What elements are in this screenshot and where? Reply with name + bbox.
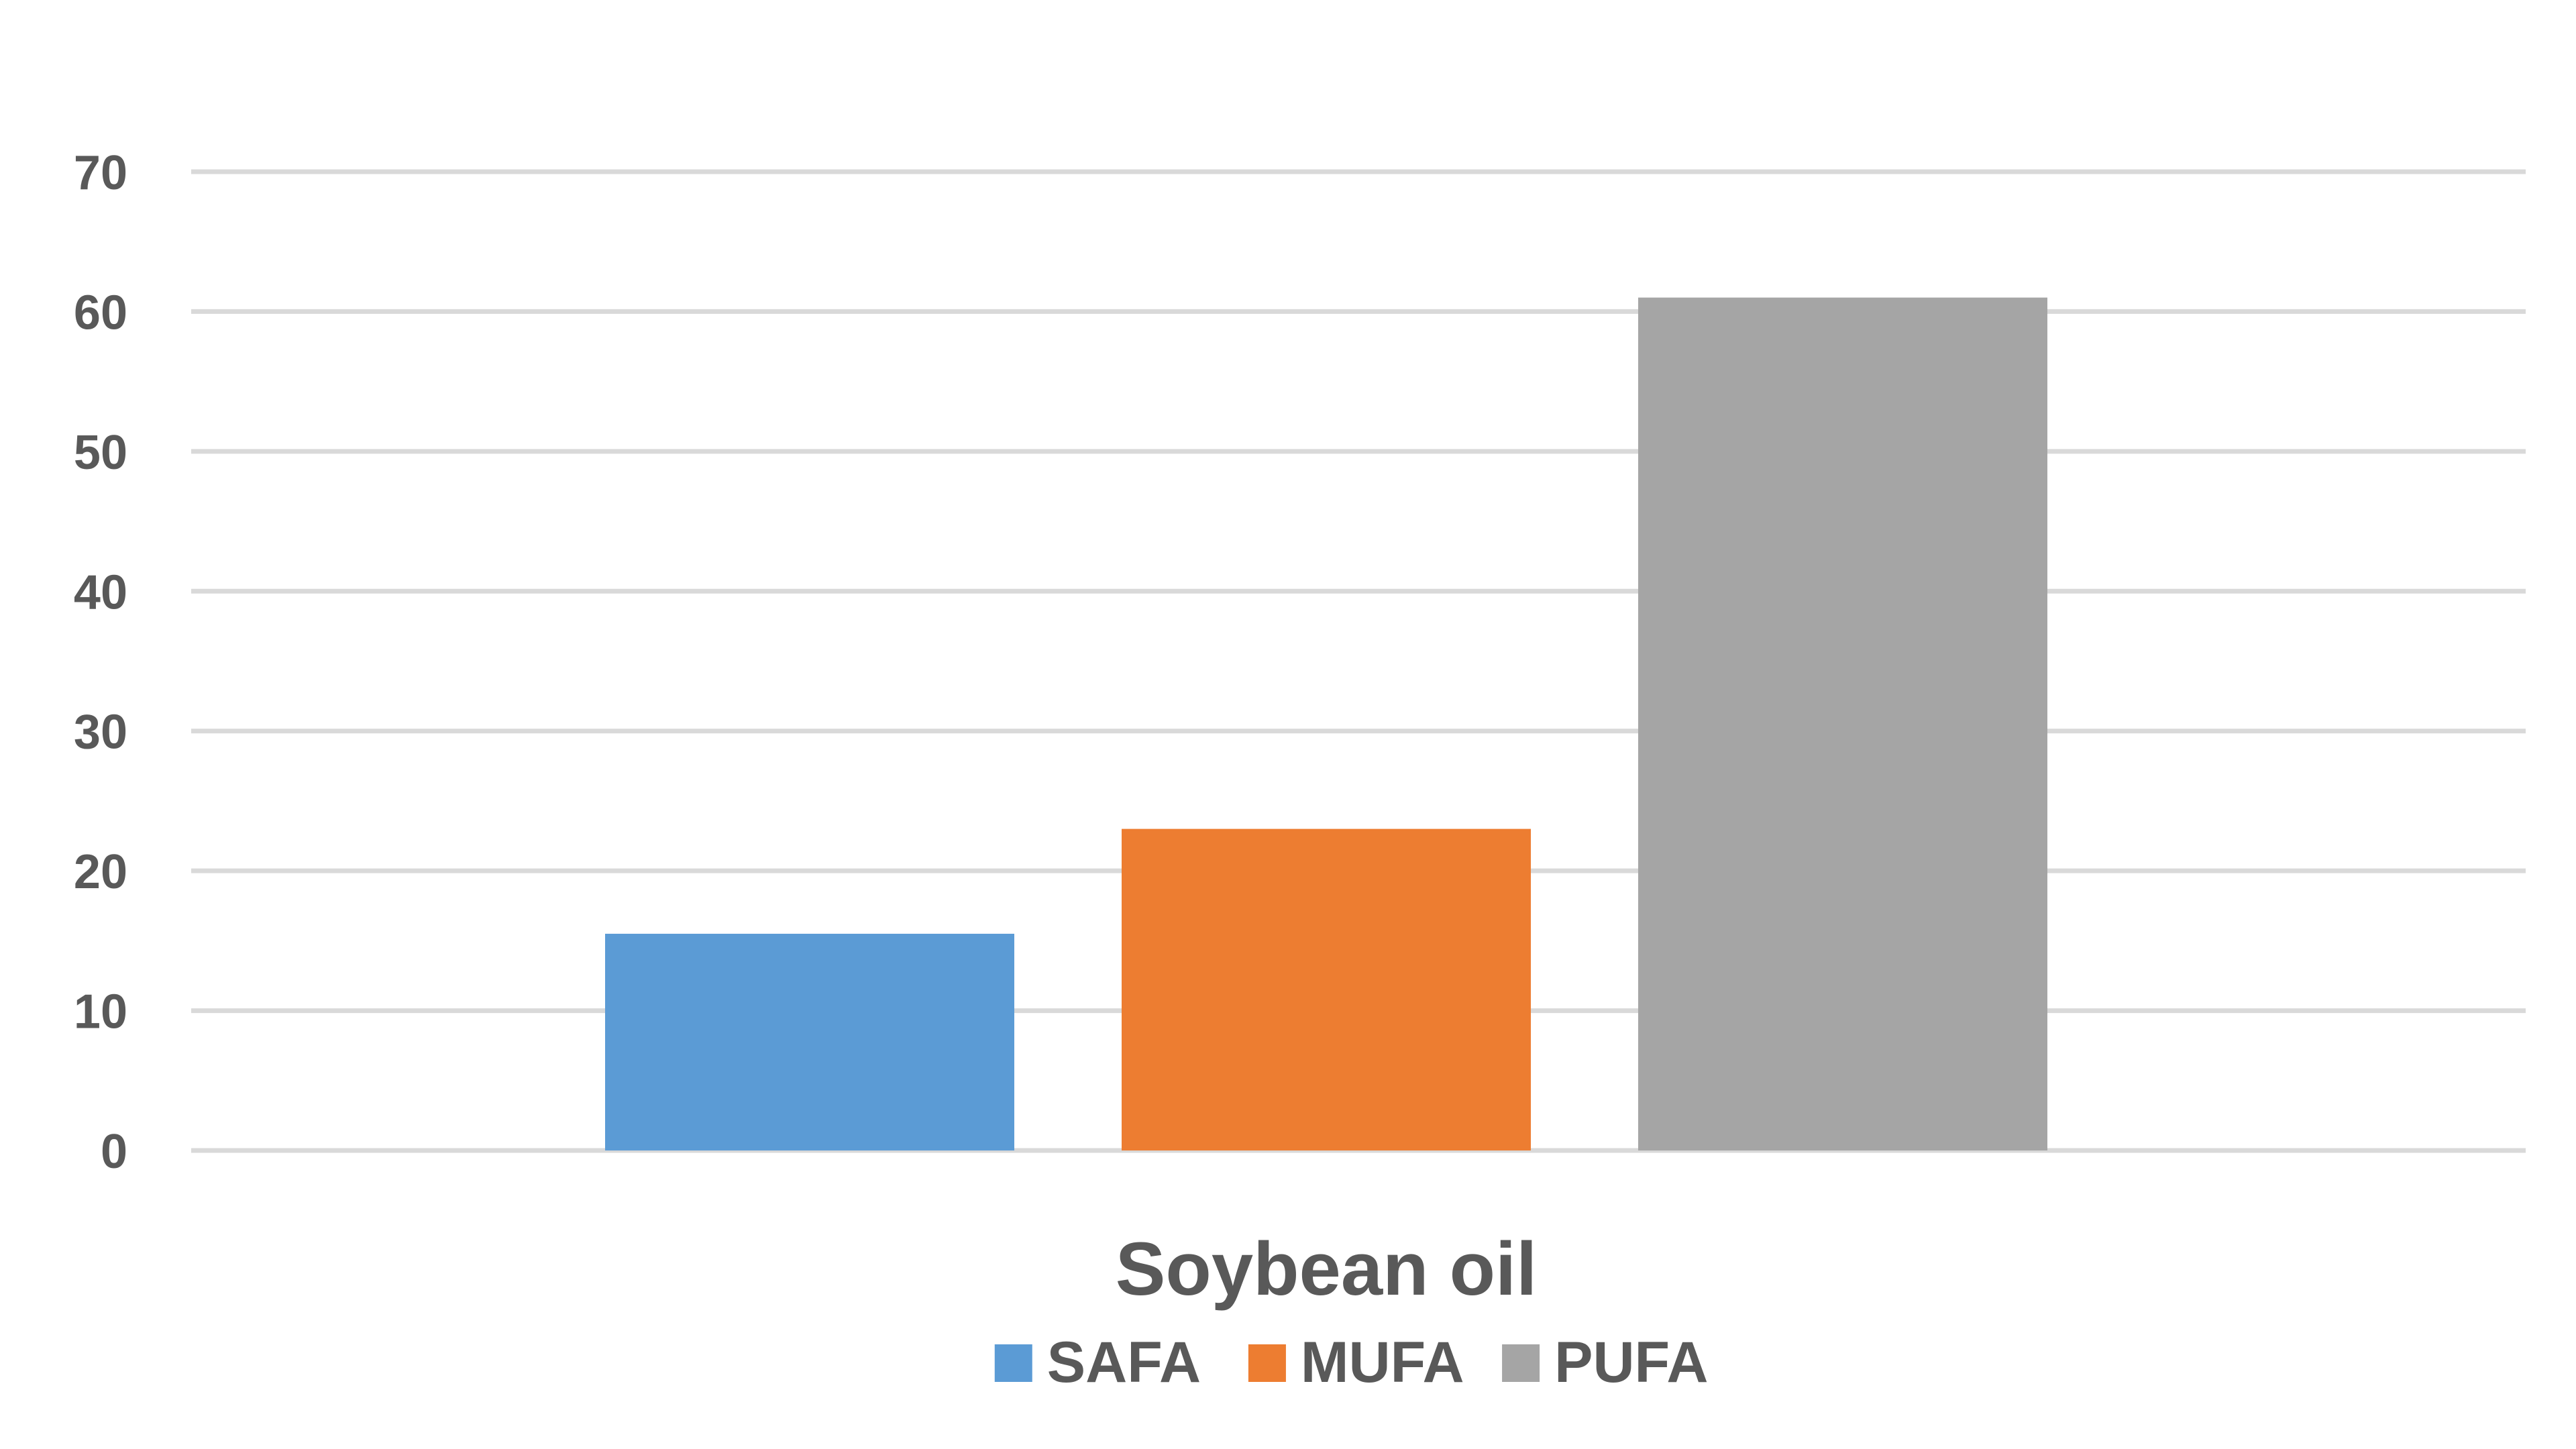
bar-mufa (1122, 828, 1531, 1150)
y-tick-label-0: 0 (101, 1125, 127, 1179)
y-axis-tick-labels: 0 10 20 30 40 50 60 70 (74, 146, 127, 1179)
y-tick-label-70: 70 (74, 146, 127, 200)
legend: SAFA MUFA PUFA (994, 1330, 1708, 1395)
legend-label-pufa: PUFA (1554, 1330, 1708, 1395)
y-tick-label-50: 50 (74, 426, 127, 480)
legend-swatch-safa (994, 1344, 1032, 1382)
bar-safa (605, 933, 1014, 1150)
legend-label-safa: SAFA (1047, 1330, 1201, 1395)
legend-swatch-mufa (1248, 1344, 1286, 1382)
y-tick-label-10: 10 (74, 985, 127, 1039)
bars (605, 297, 2047, 1151)
x-category-label: Soybean oil (1116, 1227, 1538, 1311)
bar-pufa (1638, 297, 2047, 1151)
legend-label-mufa: MUFA (1301, 1330, 1464, 1395)
y-tick-label-40: 40 (74, 566, 127, 619)
legend-swatch-pufa (1502, 1344, 1540, 1382)
x-axis-category-labels: Soybean oil (1116, 1227, 1538, 1311)
y-tick-label-30: 30 (74, 706, 127, 759)
y-tick-label-20: 20 (74, 845, 127, 899)
y-tick-label-60: 60 (74, 286, 127, 339)
